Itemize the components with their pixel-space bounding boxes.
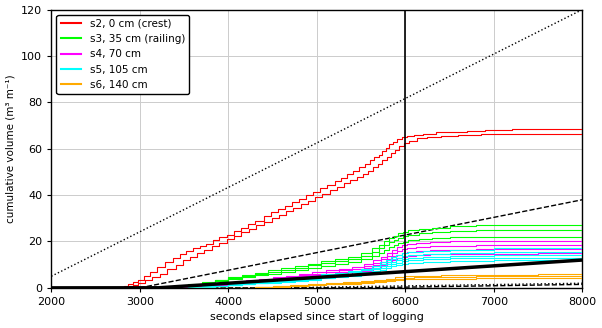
X-axis label: seconds elapsed since start of logging: seconds elapsed since start of logging bbox=[210, 313, 424, 322]
Y-axis label: cumulative volume (m³ m⁻¹): cumulative volume (m³ m⁻¹) bbox=[5, 74, 16, 223]
Legend: s2, 0 cm (crest), s3, 35 cm (railing), s4, 70 cm, s5, 105 cm, s6, 140 cm: s2, 0 cm (crest), s3, 35 cm (railing), s… bbox=[57, 15, 190, 94]
